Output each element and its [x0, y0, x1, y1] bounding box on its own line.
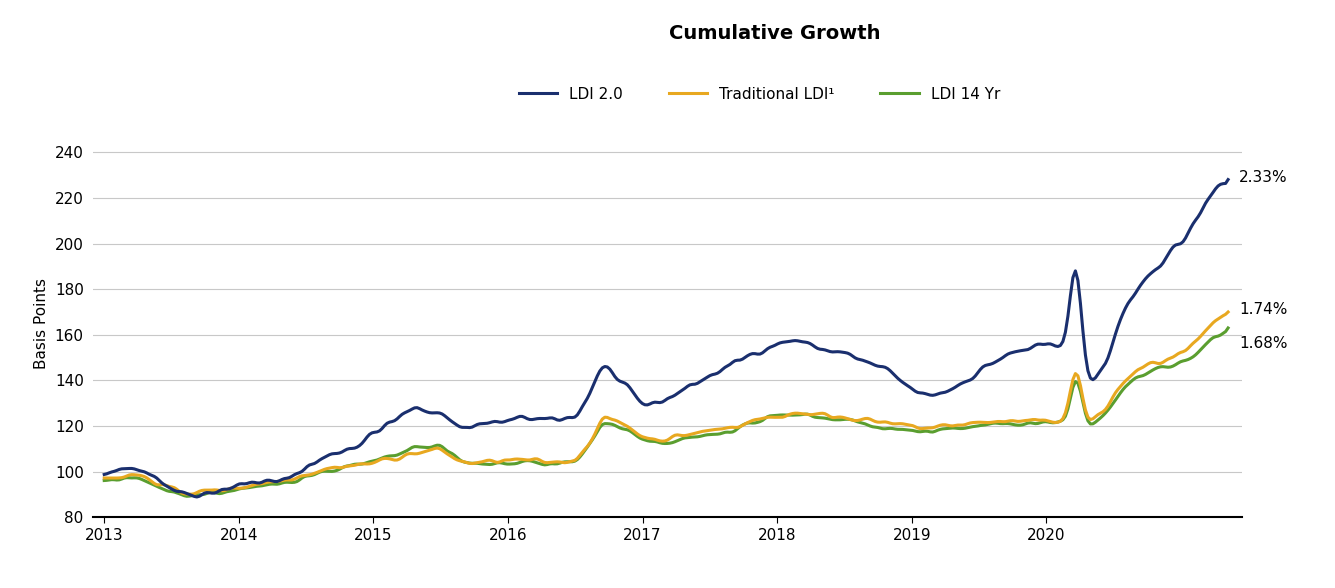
LDI 14 Yr	[732, 423, 748, 430]
Traditional LDI¹	[224, 485, 240, 492]
LDI 14 Yr	[912, 428, 928, 435]
LDI 2.0	[1206, 189, 1222, 196]
LDI 2.0	[912, 389, 928, 396]
LDI 2.0	[732, 356, 748, 363]
Traditional LDI¹	[1175, 348, 1191, 355]
Traditional LDI¹	[732, 423, 748, 430]
LDI 2.0	[287, 471, 303, 478]
Line: Traditional LDI¹: Traditional LDI¹	[104, 312, 1228, 494]
Traditional LDI¹	[912, 425, 928, 432]
Line: LDI 2.0: LDI 2.0	[104, 179, 1228, 497]
LDI 14 Yr	[1206, 334, 1222, 341]
Text: 1.68%: 1.68%	[1239, 336, 1287, 352]
LDI 2.0	[188, 493, 204, 500]
LDI 2.0	[224, 485, 240, 492]
LDI 2.0	[1220, 176, 1236, 183]
Text: 1.74%: 1.74%	[1239, 302, 1287, 317]
Text: Cumulative Growth: Cumulative Growth	[669, 24, 880, 42]
LDI 14 Yr	[1175, 358, 1191, 365]
Y-axis label: Basis Points: Basis Points	[35, 278, 49, 369]
Traditional LDI¹	[1206, 319, 1222, 326]
LDI 14 Yr	[287, 479, 303, 486]
Text: 2.33%: 2.33%	[1239, 170, 1287, 185]
Traditional LDI¹	[184, 490, 200, 497]
LDI 14 Yr	[179, 493, 195, 500]
Traditional LDI¹	[96, 475, 112, 482]
Traditional LDI¹	[1220, 309, 1236, 316]
LDI 2.0	[1175, 238, 1191, 245]
LDI 14 Yr	[1220, 325, 1236, 332]
Line: LDI 14 Yr: LDI 14 Yr	[104, 328, 1228, 496]
LDI 2.0	[96, 471, 112, 478]
LDI 14 Yr	[96, 477, 112, 484]
LDI 14 Yr	[224, 487, 240, 495]
Traditional LDI¹	[287, 476, 303, 483]
Legend: LDI 2.0, Traditional LDI¹, LDI 14 Yr: LDI 2.0, Traditional LDI¹, LDI 14 Yr	[518, 86, 1000, 102]
